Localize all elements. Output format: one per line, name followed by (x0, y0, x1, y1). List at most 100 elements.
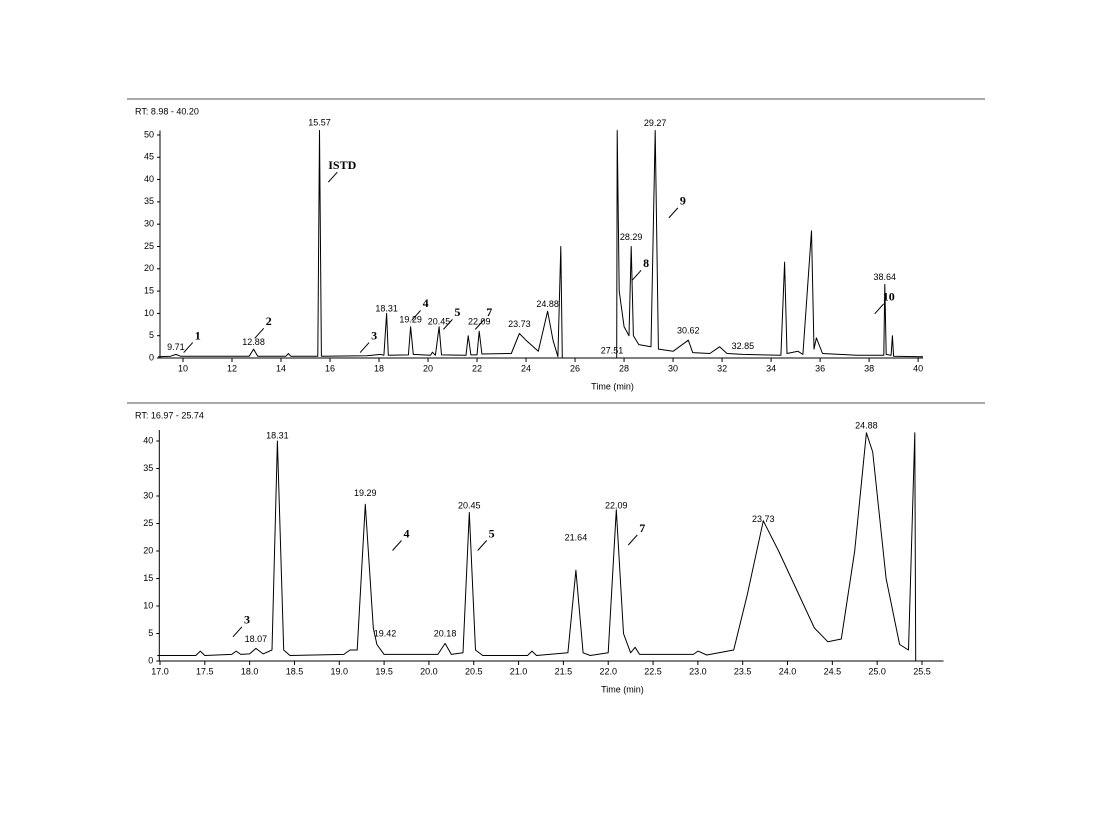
y-tick-label: 5 (148, 628, 153, 638)
peak-label: 22.09 (605, 500, 628, 510)
x-tick-label: 20.5 (465, 666, 483, 676)
leader-line (631, 269, 642, 281)
peak-label: 9.71 (167, 342, 185, 352)
y-tick-label: 25 (143, 518, 153, 528)
x-tick-label: 17.0 (151, 666, 169, 676)
x-tick-label: 20.0 (420, 666, 438, 676)
x-tick-label: 20 (423, 363, 433, 373)
x-tick-label: 25.5 (913, 666, 931, 676)
x-tick-label: 30 (668, 363, 678, 373)
leader-line (359, 342, 370, 353)
compound-label: 3 (371, 328, 377, 342)
compound-label: 4 (423, 296, 429, 310)
x-tick-label: 24 (521, 363, 531, 373)
peak-label: 28.29 (620, 232, 643, 242)
leader-line (443, 319, 453, 330)
leader-line (474, 319, 485, 330)
x-tick-label: 22.0 (599, 666, 617, 676)
x-tick-label: 24.0 (779, 666, 797, 676)
x-tick-label: 21.0 (510, 666, 528, 676)
range-title: RT: 8.98 - 40.20 (135, 106, 199, 116)
y-tick-label: 30 (143, 490, 153, 500)
compound-label: 8 (643, 256, 649, 270)
trace (157, 432, 944, 662)
leader-line (232, 626, 243, 638)
range-title: RT: 16.97 - 25.74 (135, 410, 204, 420)
peak-label: 27.51 (601, 346, 624, 356)
leader-line (874, 303, 885, 315)
peak-label: 23.73 (752, 514, 775, 524)
leader-line (477, 540, 488, 551)
y-tick-label: 35 (143, 463, 153, 473)
x-tick-label: 36 (815, 363, 825, 373)
compound-label: 7 (486, 305, 492, 319)
y-tick-label: 45 (144, 152, 154, 162)
x-tick-label: 18.5 (286, 666, 304, 676)
x-tick-label: 40 (913, 363, 923, 373)
compound-label: 10 (883, 290, 895, 304)
y-tick-label: 35 (144, 196, 154, 206)
x-tick-label: 23.5 (734, 666, 752, 676)
peak-label: 24.88 (536, 299, 559, 309)
compound-label: 2 (266, 314, 272, 328)
peak-label: 12.88 (242, 337, 265, 347)
y-tick-label: 25 (144, 241, 154, 251)
compound-label: 7 (639, 521, 645, 535)
leader-line (327, 171, 338, 183)
x-tick-label: 19.5 (375, 666, 393, 676)
y-tick-label: 0 (149, 352, 154, 362)
peak-label: 20.18 (434, 628, 457, 638)
peak-label: 19.29 (354, 488, 377, 498)
compound-label: 4 (404, 526, 410, 540)
y-tick-label: 5 (149, 330, 154, 340)
x-tick-label: 14 (276, 363, 286, 373)
y-tick-label: 20 (143, 545, 153, 555)
y-tick-label: 15 (144, 285, 154, 295)
leader-line (411, 310, 421, 321)
x-tick-label: 22 (472, 363, 482, 373)
leader-line (254, 327, 265, 339)
x-tick-label: 26 (570, 363, 580, 373)
x-tick-label: 23.0 (689, 666, 707, 676)
leader-line (392, 540, 402, 551)
x-tick-label: 17.5 (196, 666, 214, 676)
peak-label: 24.88 (855, 421, 878, 431)
y-tick-label: 30 (144, 219, 154, 229)
x-tick-label: 18 (374, 363, 384, 373)
compound-label: 1 (195, 328, 201, 342)
leader-line (668, 207, 679, 219)
x-tick-label: 38 (864, 363, 874, 373)
leader-line (183, 342, 194, 353)
x-tick-label: 28 (619, 363, 629, 373)
peak-label: 30.62 (677, 326, 700, 336)
compound-label: 5 (454, 305, 460, 319)
peak-label: 20.45 (458, 500, 481, 510)
x-tick-label: 25.0 (868, 666, 886, 676)
trace (157, 130, 924, 359)
leader-line (627, 534, 638, 546)
y-tick-label: 20 (144, 263, 154, 273)
y-tick-label: 40 (144, 174, 154, 184)
x-tick-label: 24.5 (824, 666, 842, 676)
y-tick-label: 10 (143, 600, 153, 610)
compound-label: 9 (680, 194, 686, 208)
y-tick-label: 15 (143, 573, 153, 583)
x-tick-label: 18.0 (241, 666, 259, 676)
x-tick-label: 32 (717, 363, 727, 373)
x-tick-label: 34 (766, 363, 776, 373)
x-tick-label: 21.5 (555, 666, 573, 676)
y-tick-label: 10 (144, 308, 154, 318)
y-tick-label: 0 (148, 655, 153, 665)
x-tick-label: 16 (325, 363, 335, 373)
y-tick-label: 50 (144, 129, 154, 139)
x-tick-label: 22.5 (644, 666, 662, 676)
peak-label: 18.31 (266, 430, 289, 440)
compound-label: 3 (244, 613, 250, 627)
peak-label: 19.29 (399, 314, 422, 324)
compound-label: ISTD (328, 158, 356, 172)
peak-label: 23.73 (508, 319, 531, 329)
peak-label: 15.57 (308, 117, 331, 127)
x-axis-title: Time (min) (591, 381, 634, 391)
